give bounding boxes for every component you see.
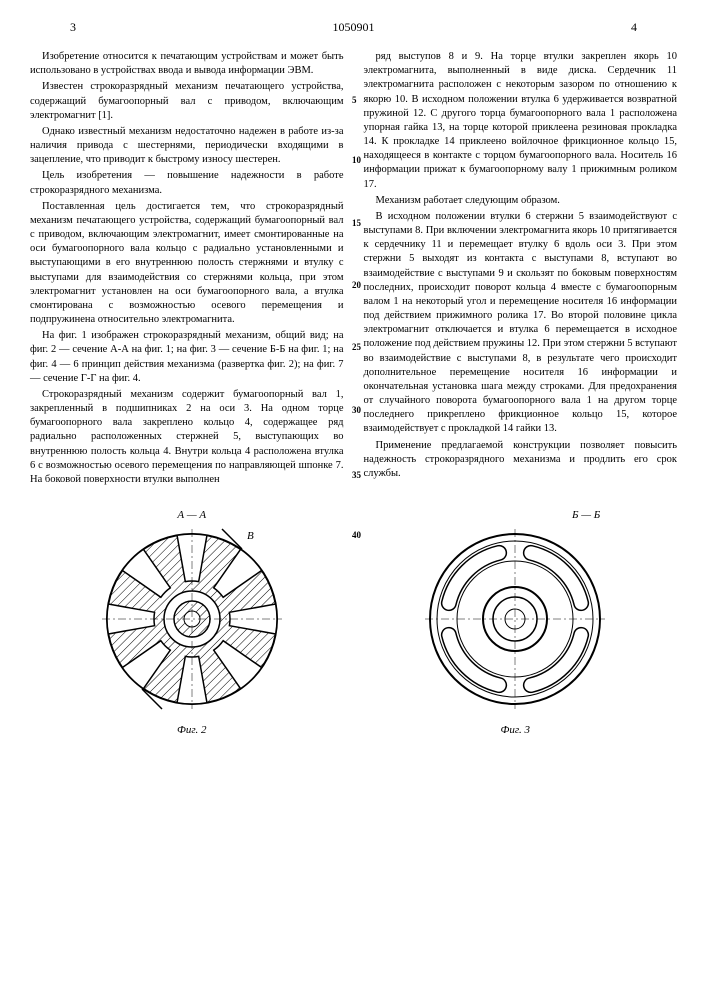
- paragraph: Механизм работает следующим образом.: [364, 194, 678, 208]
- page-number-left: 3: [70, 20, 76, 35]
- document-number: 1050901: [333, 20, 375, 35]
- line-marker: 35: [352, 470, 361, 480]
- paragraph: В исходном положении втулки 6 стержни 5 …: [364, 210, 678, 437]
- paragraph: Поставленная цель достигается тем, что с…: [30, 200, 344, 328]
- line-marker: 10: [352, 155, 361, 165]
- figure-3-caption: Фиг. 3: [420, 724, 610, 736]
- figure-2: А — А В Фиг. 2: [97, 509, 287, 736]
- paragraph: Изобретение относится к печатающим устро…: [30, 50, 344, 78]
- paragraph: На фиг. 1 изображен строкоразрядный меха…: [30, 329, 344, 386]
- text-columns: Изобретение относится к печатающим устро…: [30, 50, 677, 489]
- section-label-bb: Б — Б: [420, 509, 600, 521]
- paragraph: Однако известный механизм недостаточно н…: [30, 125, 344, 168]
- line-marker: 20: [352, 280, 361, 290]
- line-marker: 40: [352, 530, 361, 540]
- figures-row: А — А В Фиг. 2 Б — Б Фиг. 3: [30, 509, 677, 736]
- svg-text:В: В: [247, 530, 254, 542]
- figure-2-caption: Фиг. 2: [97, 724, 287, 736]
- page-number-right: 4: [631, 20, 637, 35]
- page-header: 3 1050901 4: [30, 20, 677, 35]
- paragraph: Известен строкоразрядный механизм печата…: [30, 80, 344, 123]
- left-column: Изобретение относится к печатающим устро…: [30, 50, 344, 489]
- right-column: ряд выступов 8 и 9. На торце втулки закр…: [364, 50, 678, 489]
- paragraph: Цель изобретения — повышение надежности …: [30, 169, 344, 197]
- figure-2-svg: В: [97, 524, 287, 714]
- line-marker: 5: [352, 95, 357, 105]
- section-label-aa: А — А: [97, 509, 287, 521]
- figure-3-svg: [420, 524, 610, 714]
- paragraph: ряд выступов 8 и 9. На торце втулки закр…: [364, 50, 678, 192]
- line-marker: 25: [352, 342, 361, 352]
- paragraph: Строкоразрядный механизм содержит бумаго…: [30, 388, 344, 487]
- line-marker: 30: [352, 405, 361, 415]
- paragraph: Применение предлагаемой конструкции позв…: [364, 439, 678, 482]
- line-marker: 15: [352, 218, 361, 228]
- figure-3: Б — Б Фиг. 3: [420, 509, 610, 736]
